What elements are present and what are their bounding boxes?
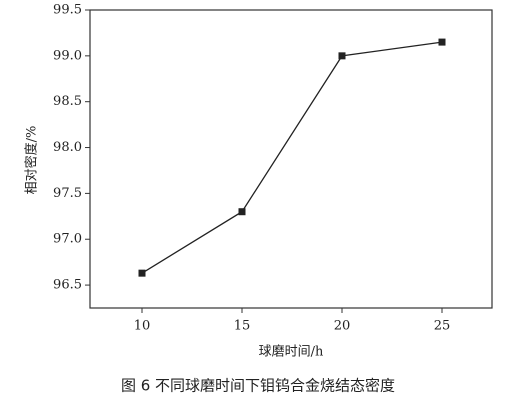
y-tick-label: 99.5 <box>53 3 82 18</box>
point <box>338 52 346 60</box>
x-tick-label: 25 <box>434 319 451 334</box>
plot-frame <box>89 9 493 309</box>
x-tick-label: 10 <box>134 319 151 334</box>
series-line <box>141 41 443 274</box>
y-axis-label: 相对密度/% <box>24 126 40 195</box>
y-tick-label: 98.5 <box>53 94 82 109</box>
y-tick-label: 98.0 <box>53 140 82 155</box>
chart-title: 图 6 不同球磨时间下钼钨合金烧结态密度 <box>121 377 395 395</box>
x-tick-label: 20 <box>334 319 351 334</box>
y-tick-label: 96.5 <box>53 278 82 293</box>
y-tick-label: 97.5 <box>53 186 82 201</box>
point <box>438 38 446 46</box>
x-axis-label: 球磨时间/h <box>259 345 324 360</box>
y-tick-label: 97.0 <box>53 232 82 247</box>
x-tick-label: 15 <box>234 319 251 334</box>
point <box>238 208 246 216</box>
point <box>138 269 146 277</box>
y-tick-label: 99.0 <box>53 48 82 63</box>
